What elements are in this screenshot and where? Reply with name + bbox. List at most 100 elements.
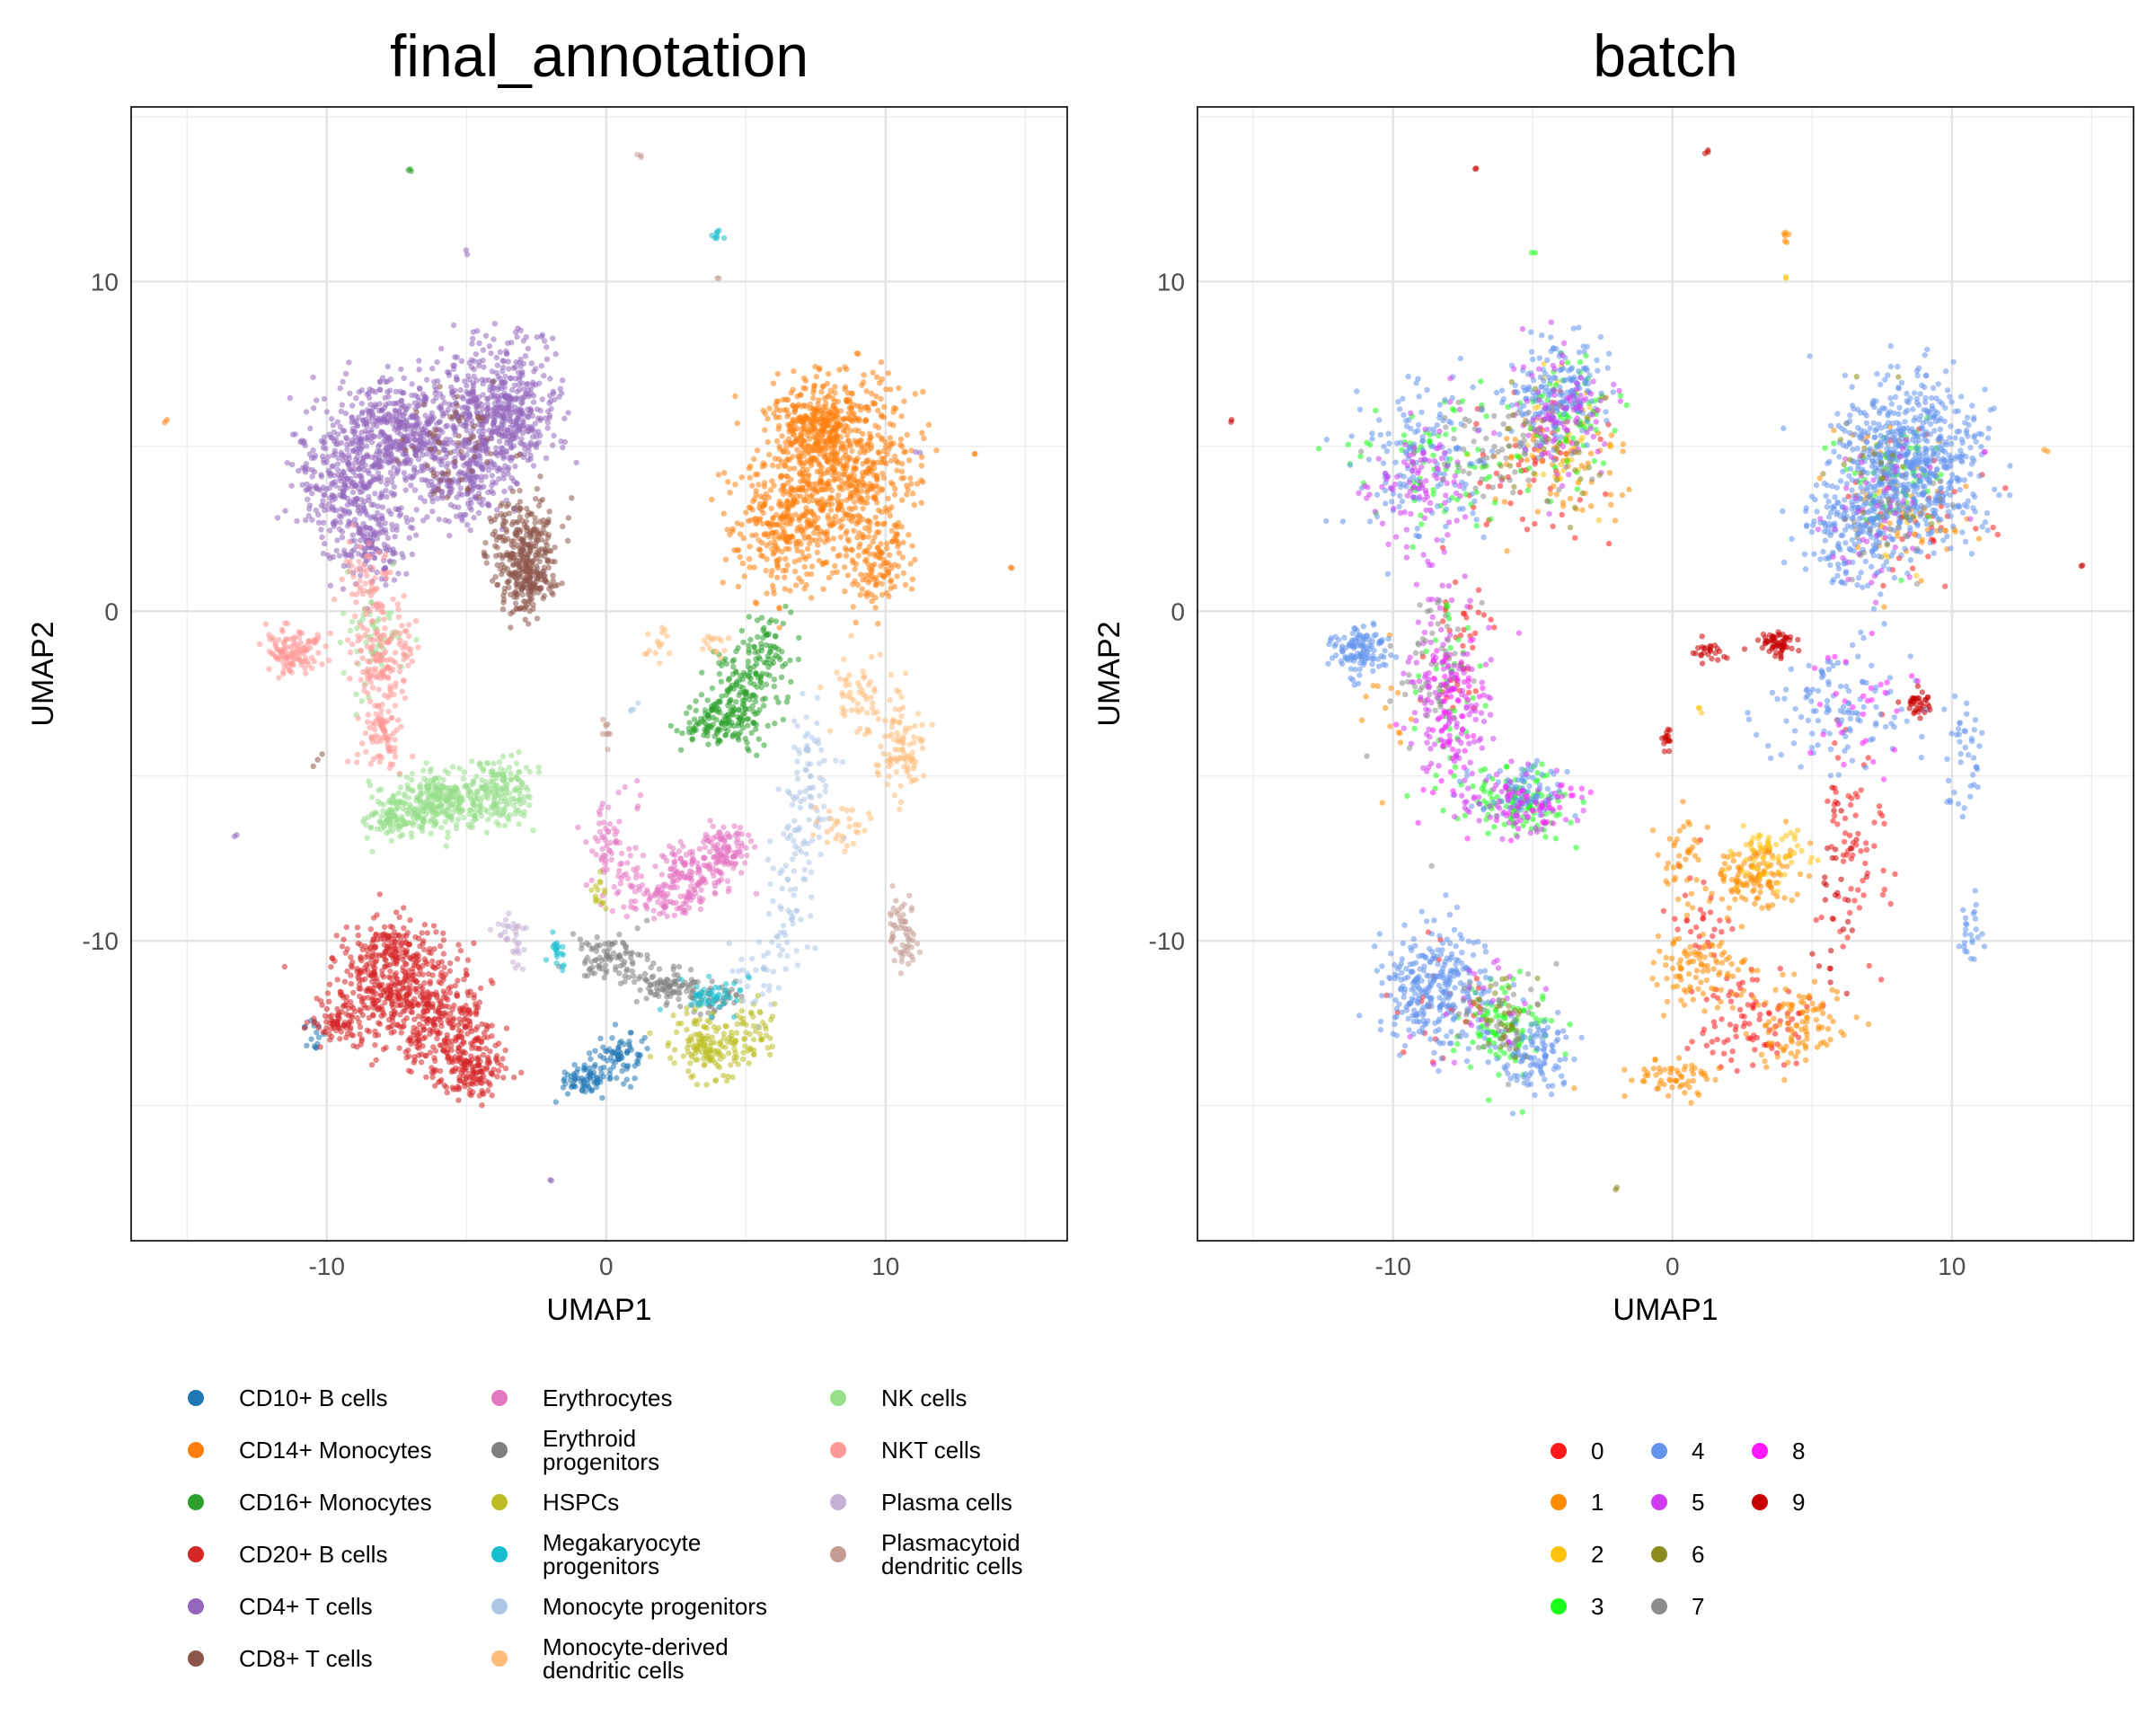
data-point	[512, 329, 519, 335]
data-point	[476, 362, 482, 369]
data-point	[359, 409, 366, 415]
data-point	[471, 358, 478, 365]
data-point	[471, 1038, 477, 1044]
data-point	[444, 494, 450, 500]
data-point	[830, 457, 837, 464]
data-point	[893, 533, 899, 539]
data-point	[851, 499, 858, 505]
data-point	[480, 447, 487, 454]
data-point	[616, 1039, 623, 1046]
data-point	[494, 362, 501, 368]
data-point	[861, 500, 868, 506]
data-point	[833, 428, 839, 434]
data-point	[497, 349, 503, 356]
data-point	[632, 1075, 638, 1082]
data-point	[471, 373, 477, 380]
data-point	[369, 989, 376, 995]
data-point	[421, 979, 428, 986]
data-point	[796, 575, 802, 581]
data-point	[512, 600, 519, 606]
data-point	[722, 720, 729, 727]
data-point	[844, 424, 851, 430]
data-point	[764, 438, 771, 446]
data-point	[514, 542, 520, 548]
data-point	[490, 578, 496, 584]
data-point	[326, 998, 332, 1005]
data-point	[526, 621, 532, 627]
data-point	[358, 1041, 364, 1048]
data-point	[847, 417, 854, 423]
data-point	[473, 1010, 480, 1016]
data-point	[450, 422, 456, 429]
data-point	[306, 451, 313, 457]
data-point	[859, 586, 865, 592]
data-point	[844, 432, 851, 438]
data-point	[762, 411, 768, 417]
data-point	[403, 1004, 410, 1011]
data-point	[493, 553, 499, 559]
data-point	[340, 1022, 348, 1028]
data-point	[387, 993, 394, 999]
data-point	[771, 677, 778, 683]
data-point	[376, 433, 383, 439]
data-point	[320, 1029, 326, 1035]
data-point	[680, 843, 686, 850]
data-point	[343, 924, 349, 931]
data-point	[471, 453, 478, 460]
data-point	[427, 1049, 434, 1056]
data-point	[751, 663, 757, 670]
data-point	[827, 495, 834, 502]
data-point	[424, 930, 430, 936]
data-point	[485, 501, 491, 509]
data-point	[508, 376, 514, 382]
data-point	[684, 710, 690, 717]
data-point	[379, 968, 385, 974]
data-point	[420, 1023, 427, 1031]
data-point	[873, 393, 879, 400]
data-point	[307, 425, 314, 431]
data-point	[419, 930, 425, 936]
data-point	[747, 504, 753, 510]
data-point	[627, 1044, 633, 1050]
data-point	[434, 495, 441, 502]
data-point	[352, 456, 359, 463]
data-point	[487, 1048, 493, 1055]
data-point	[322, 1013, 329, 1020]
data-point	[437, 391, 444, 397]
data-point	[370, 1013, 376, 1019]
data-point	[505, 501, 512, 508]
data-point	[614, 1045, 622, 1051]
data-point	[519, 429, 526, 437]
data-point	[849, 547, 855, 553]
data-point	[895, 459, 901, 466]
data-point	[740, 535, 747, 542]
data-point	[892, 485, 898, 492]
data-point	[742, 736, 748, 742]
data-point	[842, 564, 848, 571]
data-point	[463, 1066, 470, 1073]
data-point	[674, 728, 680, 734]
data-point	[322, 491, 328, 498]
data-point	[720, 824, 727, 830]
data-point	[352, 428, 358, 435]
data-point	[535, 574, 542, 580]
data-point	[791, 432, 797, 438]
data-point	[342, 950, 349, 956]
data-point	[411, 1059, 417, 1066]
data-point	[522, 353, 529, 359]
data-point	[842, 364, 848, 370]
data-point	[814, 549, 820, 555]
data-point	[612, 1022, 619, 1028]
data-point	[346, 359, 352, 366]
data-point	[323, 1019, 330, 1025]
data-point	[542, 578, 549, 585]
data-point	[393, 988, 399, 995]
data-point	[514, 415, 521, 421]
data-point	[433, 427, 439, 433]
data-point	[487, 413, 493, 420]
data-point	[336, 526, 343, 533]
data-point	[356, 389, 362, 395]
data-point	[846, 399, 853, 405]
data-point	[317, 1044, 323, 1050]
data-point	[349, 480, 356, 486]
